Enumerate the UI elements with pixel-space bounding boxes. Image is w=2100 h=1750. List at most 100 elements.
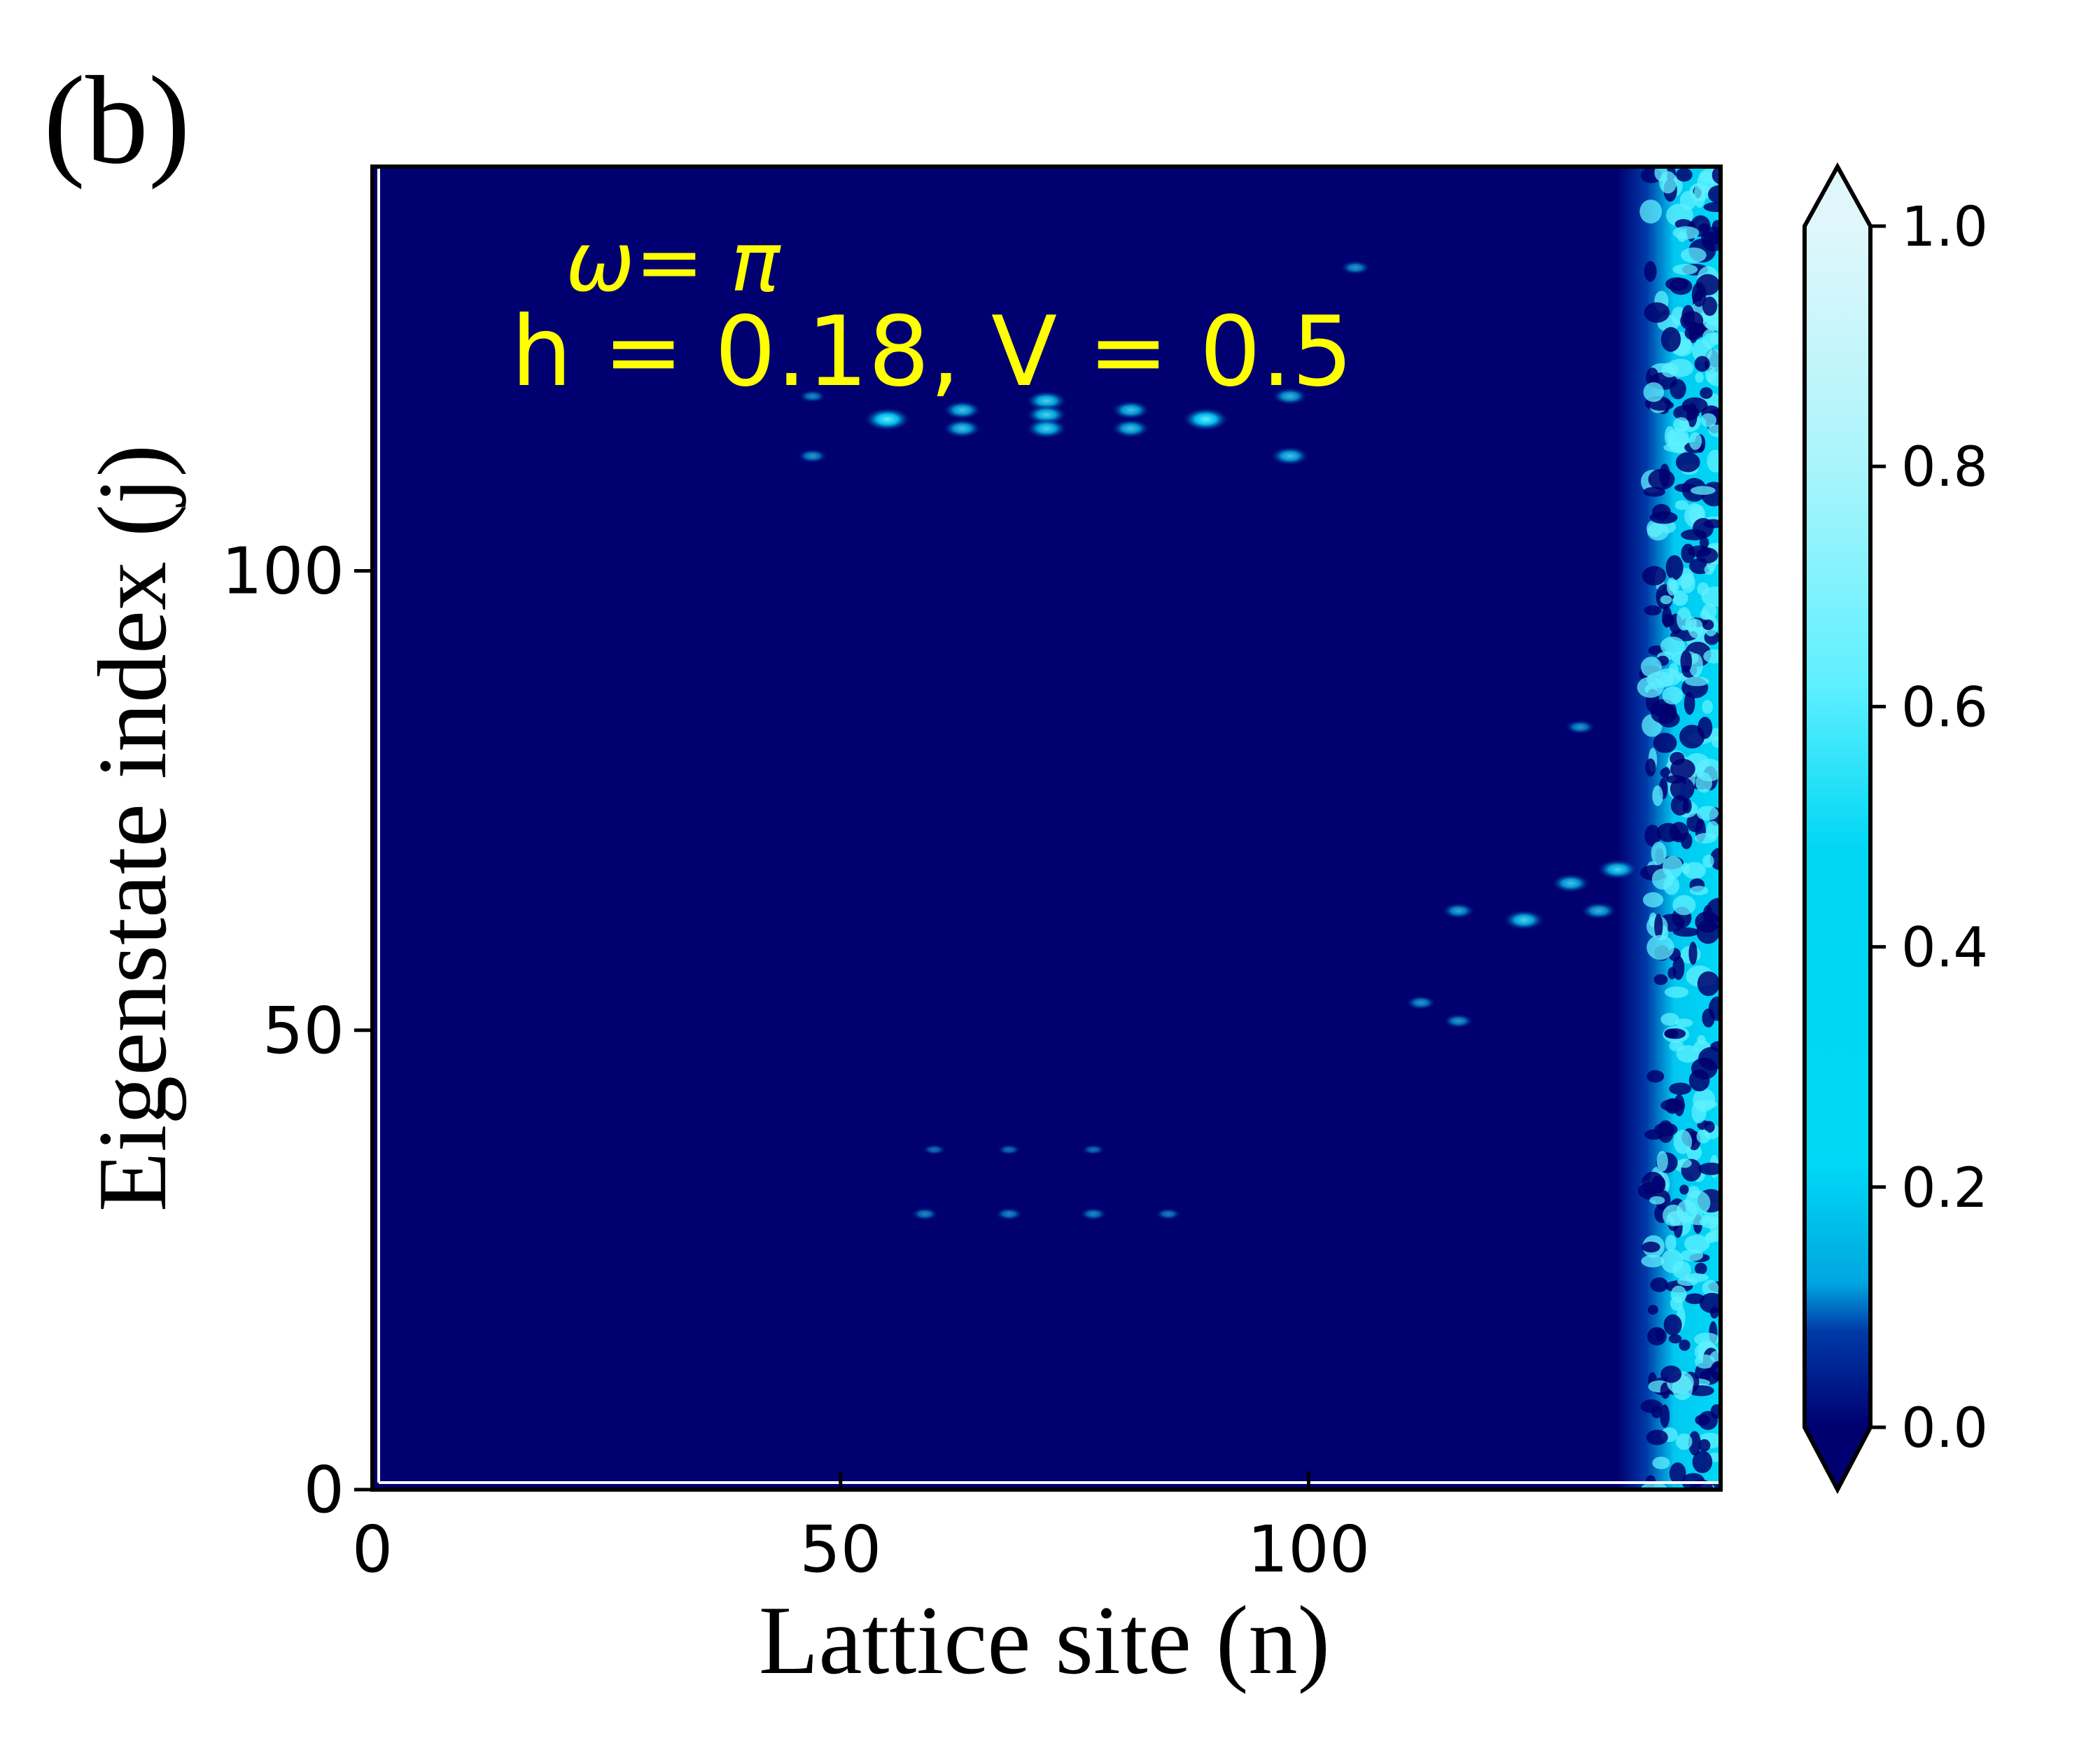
heatmap-feature	[1270, 446, 1310, 466]
omega-label: ω= π	[566, 214, 781, 310]
edge-band-speckle	[1674, 1018, 1693, 1028]
colorbar-extend-max	[1805, 167, 1870, 226]
edge-band-speckle	[1703, 202, 1721, 212]
edge-band-speckle	[1647, 1305, 1658, 1315]
edge-band-speckle	[1660, 1249, 1684, 1273]
colorbar-tick-label: 0.0	[1901, 1397, 1988, 1460]
edge-band-speckle	[1700, 387, 1713, 399]
heatmap-background	[372, 167, 1721, 1490]
heatmap-feature	[797, 449, 828, 463]
heatmap-feature	[922, 1144, 946, 1156]
edge-band-speckle	[1672, 226, 1700, 240]
edge-band-speckle	[1646, 671, 1674, 688]
edge-band-speckle	[1675, 1433, 1693, 1450]
edge-band-speckle	[1649, 1196, 1665, 1205]
edge-band-speckle	[1701, 586, 1721, 607]
edge-band-speckle	[1696, 806, 1719, 821]
heatmap-feature	[1271, 387, 1308, 405]
edge-band-speckle	[1689, 886, 1709, 896]
edge-band-speckle	[1646, 934, 1674, 960]
edge-band-speckle	[1688, 320, 1698, 344]
edge-band-speckle	[1662, 613, 1675, 627]
edge-band-speckle	[1652, 1456, 1670, 1469]
edge-band-speckle	[1668, 663, 1679, 678]
x-tick-label: 50	[799, 1512, 881, 1587]
edge-band-speckle	[1648, 400, 1674, 411]
edge-band-speckle	[1695, 372, 1704, 383]
edge-band-speckle	[1704, 564, 1714, 575]
edge-band-speckle	[1664, 1028, 1679, 1039]
edge-band-speckle	[1644, 302, 1670, 323]
panel-label: (b)	[43, 50, 190, 190]
edge-band-speckle	[1657, 1120, 1674, 1143]
edge-band-speckle	[1670, 777, 1695, 801]
edge-band-speckle	[1644, 605, 1662, 616]
edge-band-speckle	[1672, 590, 1688, 606]
edge-band-speckle	[1698, 1162, 1721, 1175]
edge-band-speckle	[1647, 1326, 1667, 1346]
edge-band-speckle	[1680, 311, 1704, 331]
edge-band-speckle	[1644, 261, 1657, 282]
edge-band-speckle	[1668, 1334, 1682, 1344]
edge-band-speckle	[1669, 1082, 1692, 1096]
edge-band-speckle	[1665, 277, 1689, 291]
edge-band-speckle	[1650, 1277, 1668, 1292]
edge-band-speckle	[1678, 1158, 1692, 1168]
heatmap-plot	[370, 164, 1723, 1492]
heatmap-feature	[1182, 407, 1230, 431]
edge-band-speckle	[1674, 500, 1689, 510]
edge-band-speckle	[1680, 1249, 1704, 1261]
heatmap-feature	[942, 400, 982, 420]
colorbar-tick-label: 0.2	[1901, 1157, 1988, 1220]
y-tick-label: 100	[221, 534, 344, 609]
x-tick-label: 0	[352, 1512, 393, 1587]
edge-band-speckle	[1688, 941, 1698, 965]
edge-band-speckle	[1659, 171, 1677, 194]
edge-band-speckle	[1662, 686, 1684, 705]
y-tick-label: 50	[262, 993, 344, 1068]
heatmap-feature	[863, 407, 911, 431]
heatmap-feature	[1026, 418, 1068, 439]
edge-band-speckle	[1670, 1285, 1687, 1303]
edge-band-speckle	[1640, 1399, 1662, 1413]
edge-band-speckle	[1673, 1129, 1693, 1154]
edge-band-speckle	[1694, 356, 1710, 372]
edge-band-speckle	[1708, 185, 1721, 204]
edge-band-speckle	[1702, 603, 1717, 620]
edge-band-speckle	[1695, 1354, 1716, 1369]
edge-band-speckle	[1708, 996, 1721, 1021]
edge-band-speckle	[1656, 822, 1680, 843]
edge-band-speckle	[1674, 1094, 1685, 1116]
edge-band-speckle	[1710, 1361, 1721, 1381]
edge-band-speckle	[1651, 841, 1667, 865]
edge-band-speckle	[1702, 854, 1714, 868]
edge-band-speckle	[1651, 704, 1677, 724]
y-tick-label: 0	[303, 1452, 344, 1527]
edge-band-speckle	[1706, 1231, 1721, 1242]
colorbar-ticks: 0.0 0.2 0.4 0.6 0.8 1.0	[1870, 196, 1988, 1460]
edge-band-speckle	[1707, 367, 1721, 386]
edge-band-speckle	[1679, 1184, 1689, 1195]
edge-band-speckle	[1654, 913, 1663, 939]
colorbar-body	[1805, 226, 1870, 1427]
heatmap-feature	[798, 389, 827, 403]
x-tick-label: 100	[1247, 1512, 1371, 1587]
heatmap-feature	[1443, 1014, 1474, 1029]
edge-band-speckle	[1672, 895, 1696, 916]
edge-band-speckle	[1703, 519, 1721, 528]
heatmap-feature	[1081, 1144, 1106, 1156]
edge-band-speckle	[1672, 264, 1698, 275]
edge-band-speckle	[1703, 231, 1721, 244]
heatmap-feature	[997, 1144, 1021, 1156]
edge-band-speckle	[1702, 1280, 1719, 1297]
edge-band-speckle	[1697, 971, 1720, 996]
edge-band-speckle	[1698, 1438, 1711, 1452]
heatmap-feature	[1079, 1207, 1107, 1221]
edge-band-speckle	[1679, 724, 1705, 749]
colorbar-tick-label: 0.4	[1901, 917, 1988, 980]
edge-band-speckle	[1692, 1450, 1713, 1474]
heatmap-feature	[1406, 995, 1436, 1010]
edge-band-speckle	[1695, 772, 1713, 793]
edge-band-speckle	[1704, 1121, 1715, 1133]
